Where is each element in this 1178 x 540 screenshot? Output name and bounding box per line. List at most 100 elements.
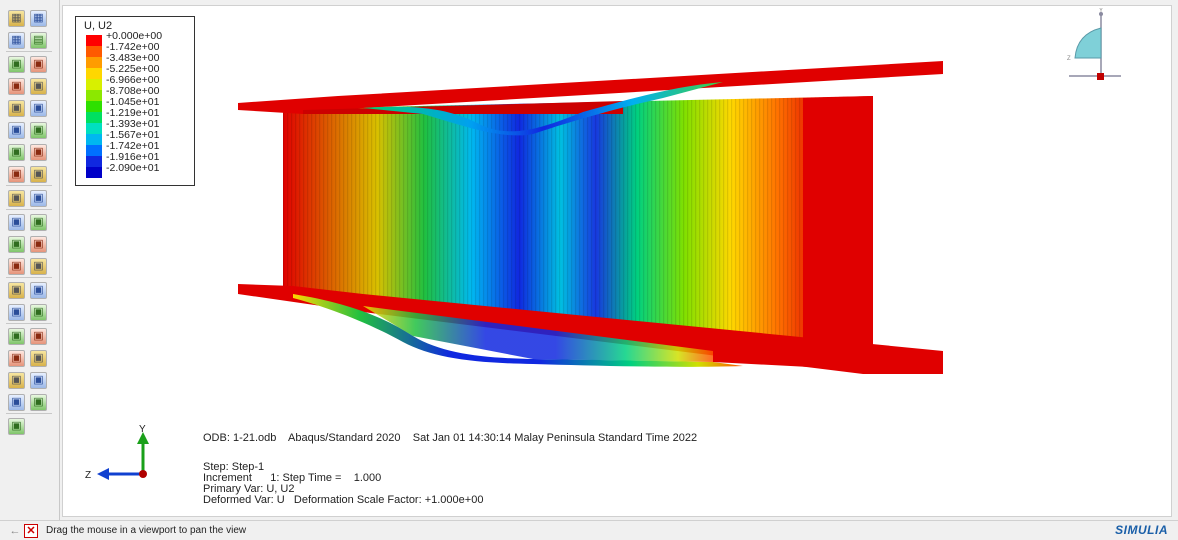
toolbox-row: ▦ ▦ (8, 10, 47, 27)
legend-swatch (86, 46, 102, 57)
legend-swatch (86, 35, 102, 46)
toolbox-separator (6, 209, 52, 210)
legend-swatch (86, 90, 102, 101)
legend-swatch (86, 101, 102, 112)
create-xy-icon[interactable]: ▣ (8, 282, 25, 299)
deformed-beam-model (238, 61, 943, 374)
material-orientation-icon[interactable]: ▣ (8, 122, 25, 139)
legend-value: -2.090e+01 (106, 162, 160, 174)
animate-options-icon[interactable]: ▣ (30, 144, 47, 161)
section-cut-icon[interactable]: ▣ (8, 372, 25, 389)
report-table-icon[interactable]: ▣ (30, 236, 47, 253)
toolbox-row: ▣ ▣ (8, 214, 47, 231)
toolbox-separator (6, 277, 52, 278)
symbol-options-icon[interactable]: ▣ (30, 100, 47, 117)
section-table-icon[interactable]: ▣ (30, 372, 47, 389)
frame-list-icon[interactable]: ▣ (8, 190, 25, 207)
status-bar: ← ✕ Drag the mouse in a viewport to pan … (0, 520, 1178, 540)
xy-options-icon[interactable]: ▣ (30, 282, 47, 299)
deformed-var-info: Deformed Var: U Deformation Scale Factor… (203, 494, 484, 506)
legend-swatch (86, 145, 102, 156)
primary-var-info: Primary Var: U, U2 (203, 483, 295, 495)
top-flange-bulge (363, 82, 723, 136)
toolbox-row: ▣ ▣ (8, 304, 47, 321)
legend-swatch (86, 123, 102, 134)
probe-table-icon[interactable]: ▣ (30, 304, 47, 321)
top-flange (238, 61, 943, 114)
frame-icon[interactable]: ▣ (8, 166, 25, 183)
simulia-logo: SIMULIA (1115, 523, 1168, 537)
contour-legend[interactable]: U, U2 +0.000e+00 -1.742e+00 -3.483e+00 -5.2… (75, 16, 195, 186)
legend-swatch (86, 134, 102, 145)
bottom-flange-bulge (293, 294, 743, 367)
cancel-icon[interactable]: ✕ (24, 524, 38, 538)
toolbox-separator (6, 185, 52, 186)
toolbox-row: ▣ ▣ (8, 144, 47, 161)
xy-plot-icon[interactable]: ▣ (30, 258, 47, 275)
material-options-icon[interactable]: ▣ (30, 122, 47, 139)
legend-title: U, U2 (84, 20, 113, 32)
display-table-icon[interactable]: ▣ (30, 394, 47, 411)
toolbox-row: ▣ ▣ (8, 166, 47, 183)
toolbox-row: ▣ ▣ (8, 282, 47, 299)
triad-axis-icon: Y Z (85, 424, 149, 481)
probe-icon[interactable]: ▣ (8, 304, 25, 321)
viewcube-y-label: Y (1099, 8, 1103, 14)
path-icon[interactable]: ▣ (8, 258, 25, 275)
toolbox-row: ▣ (8, 418, 25, 435)
legend-swatch (86, 156, 102, 167)
legend-value: +0.000e+00 (106, 30, 163, 42)
toolbox-row: ▣ ▣ (8, 100, 47, 117)
grid-icon[interactable]: ▦ (8, 10, 25, 27)
legend-swatch (86, 68, 102, 79)
grid-icon[interactable]: ▦ (8, 32, 25, 49)
viewcube-z-label: Z (1067, 56, 1071, 62)
legend-value: -5.225e+00 (106, 63, 160, 75)
toolbox-separator (6, 323, 52, 324)
grid-icon[interactable]: ▦ (30, 10, 47, 27)
contour-icon[interactable]: ▣ (8, 78, 25, 95)
odb-info: ODB: 1-21.odb Abaqus/Standard 2020 Sat J… (203, 432, 698, 444)
legend-value: -1.393e+01 (106, 118, 160, 130)
free-body-icon[interactable]: ▣ (8, 350, 25, 367)
frame-options-icon[interactable]: ▣ (30, 166, 47, 183)
display-group-icon[interactable]: ▣ (8, 394, 25, 411)
deformed-shape-icon[interactable]: ▣ (8, 56, 25, 73)
toolbox-row: ▣ ▣ (8, 258, 47, 275)
toolbox-row: ▣ ▣ (8, 122, 47, 139)
legend-value: -3.483e+00 (106, 52, 160, 64)
increment-info: Increment 1: Step Time = 1.000 (203, 472, 382, 484)
animate-icon[interactable]: ▣ (8, 144, 25, 161)
legend-swatch (86, 167, 102, 178)
toolbox-row: ▣ ▣ (8, 236, 47, 253)
toolbox-row: ▣ ▣ (8, 56, 47, 73)
legend-value: -1.742e+01 (106, 140, 160, 152)
palette-icon[interactable]: ▤ (30, 32, 47, 49)
query-icon[interactable]: ▣ (8, 328, 25, 345)
triad-icon[interactable]: ▣ (8, 214, 25, 231)
contour-options-icon[interactable]: ▣ (30, 78, 47, 95)
table-icon[interactable]: ▣ (30, 214, 47, 231)
viewport[interactable]: U, U2 +0.000e+00 -1.742e+00 -3.483e+00 -5.2… (62, 5, 1172, 517)
toolbox-row: ▣ ▣ (8, 328, 47, 345)
query-table-icon[interactable]: ▣ (30, 328, 47, 345)
prompt-message: Drag the mouse in a viewport to pan the … (46, 525, 247, 536)
toolbox-separator (6, 51, 52, 52)
triad-y-label: Y (139, 424, 146, 435)
tools-icon[interactable]: ▣ (8, 418, 25, 435)
legend-swatch (86, 57, 102, 68)
visualization-toolbox: ▦ ▦ ▦ ▤ ▣ ▣ ▣ ▣ ▣ ▣ ▣ ▣ ▣ ▣ ▣ ▣ ▣ ▣ ▣ ▣ ▣ ▣ ▣ ▣ ▣ ▣ ▣ ▣ ▣ ▣ ▣ ▣ ▣ ▣ ▣ ▣ ▣ (0, 0, 60, 520)
toolbox-row: ▣ ▣ (8, 78, 47, 95)
legend-value: -6.966e+00 (106, 74, 160, 86)
free-body-table-icon[interactable]: ▣ (30, 350, 47, 367)
toolbox-row: ▣ ▣ (8, 350, 47, 367)
legend-swatch (86, 112, 102, 123)
report-icon[interactable]: ▣ (8, 236, 25, 253)
undeformed-shape-icon[interactable]: ▣ (30, 56, 47, 73)
symbol-icon[interactable]: ▣ (8, 100, 25, 117)
frame-list-options-icon[interactable]: ▣ (30, 190, 47, 207)
view-cube-icon[interactable]: Y Z (1063, 8, 1123, 83)
back-arrow-icon[interactable]: ← (9, 525, 21, 537)
toolbox-row: ▣ ▣ (8, 190, 47, 207)
